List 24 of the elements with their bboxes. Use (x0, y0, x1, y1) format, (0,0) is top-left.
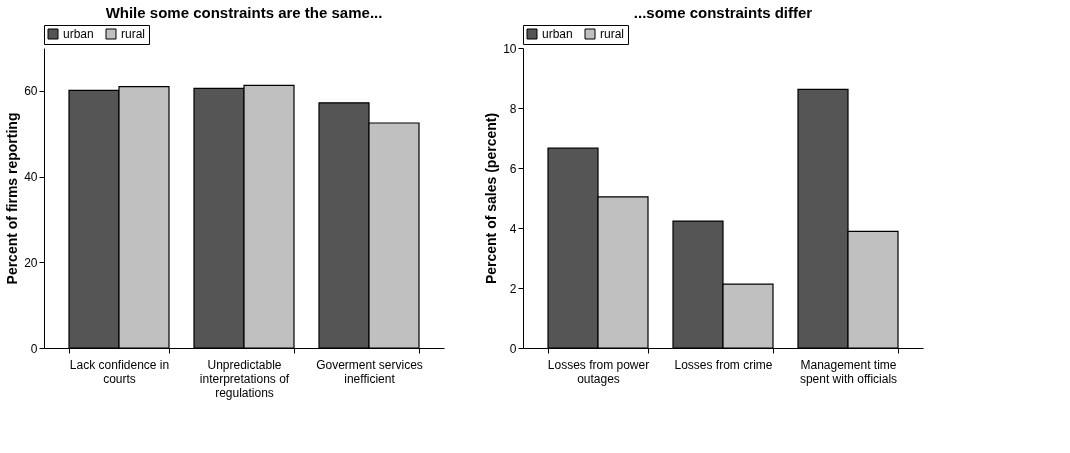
y-tick-label: 10 (503, 41, 517, 56)
y-tick-label: 4 (509, 221, 517, 236)
y-tick-label: 0 (30, 341, 38, 356)
x-tick-label: Unpredictable interpretations of regulations (199, 357, 290, 400)
y-tick-label: 6 (509, 161, 517, 176)
chart-title: While some constraints are the same... (105, 3, 383, 21)
x-tick-label: Losses from power outages (547, 357, 650, 386)
x-tick-label: Goverment services inefficient (316, 357, 423, 386)
y-tick-label: 0 (509, 341, 517, 356)
legend-label: rural (600, 27, 625, 41)
y-tick-label: 60 (24, 84, 38, 99)
y-axis-title: Percent of sales (percent) (483, 112, 500, 285)
y-axis-title: Percent of firms reporting (4, 112, 21, 285)
legend-label: rural (121, 27, 146, 41)
x-tick-label: Lack confidence in courts (69, 357, 170, 386)
legend-label: urban (63, 27, 94, 41)
x-tick-label: Management time spent with officials (799, 357, 898, 386)
y-tick-label: 20 (24, 255, 38, 270)
y-tick-label: 2 (509, 281, 517, 296)
chart-title: ...some constraints differ (633, 3, 813, 21)
y-tick-label: 8 (509, 101, 517, 116)
x-tick-label: Losses from crime (674, 357, 773, 372)
y-tick-label: 40 (24, 170, 38, 185)
legend-label: urban (542, 27, 573, 41)
